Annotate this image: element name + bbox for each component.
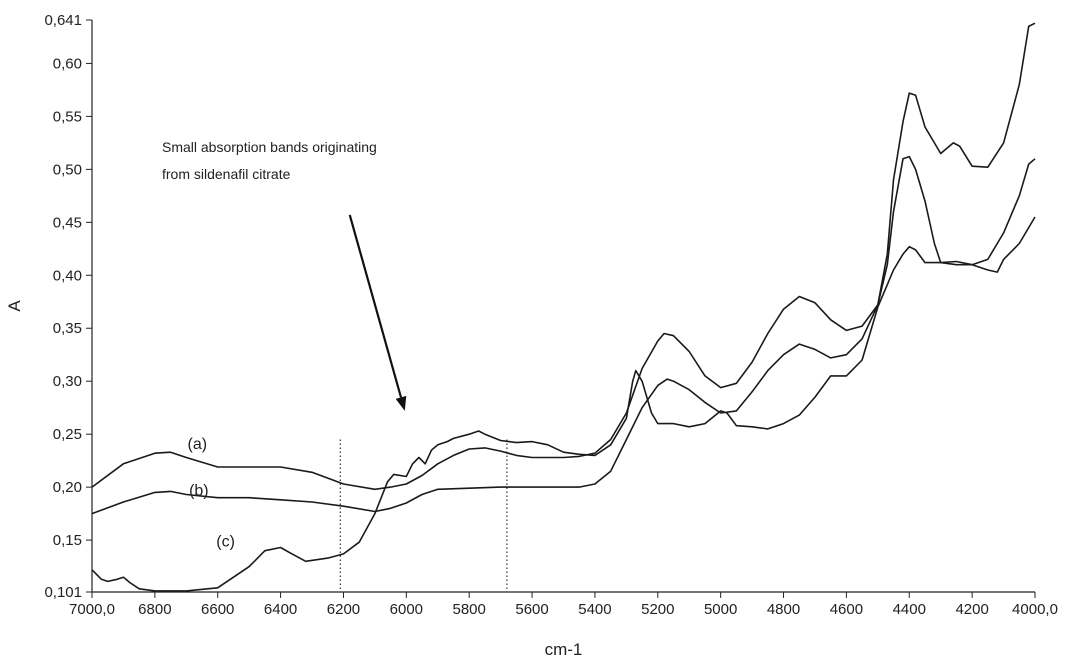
annotation-text-line: Small absorption bands originating [162,139,377,155]
annotation-arrow-shaft [348,214,403,398]
x-axis-title: cm-1 [545,640,583,659]
annotation-text-line: from sildenafil citrate [162,166,291,182]
x-tick-label: 5600 [515,601,548,618]
x-tick-label: 4800 [767,601,800,618]
x-tick-label: 4400 [893,601,926,618]
curve-label-c: (c) [216,533,235,550]
y-tick-label: 0,30 [53,373,82,390]
x-tick-label: 6200 [327,601,360,618]
x-tick-label: 4200 [955,601,988,618]
x-tick-label: 5400 [578,601,611,618]
curve-label-a: (a) [188,436,208,453]
x-tick-label: 5000 [704,601,737,618]
x-tick-label: 4000,0 [1012,601,1058,618]
curve-labels: (a) (b) (c) [188,436,235,550]
spectrum-series [91,22,1036,592]
annotation-arrow-head [395,395,407,411]
x-tick-label: 7000,0 [69,601,115,618]
x-tick-label: 6800 [138,601,171,618]
y-tick-label: 0,25 [53,426,82,443]
x-tick-label: 6400 [264,601,297,618]
x-tick-label: 5800 [453,601,486,618]
y-tick-label: 0,35 [53,320,82,337]
y-tick-label: 0,45 [53,214,82,231]
x-tick-label: 5200 [641,601,674,618]
y-tick-label: 0,40 [53,267,82,284]
y-tick-label: 0,55 [53,108,82,125]
series-line-c [91,216,1036,592]
y-tick-label: 0,101 [44,584,82,601]
y-tick-label: 0,15 [53,532,82,549]
y-axis-ticks: 0,101 0,15 0,20 0,25 0,30 0,35 0,40 0,45 0,50 0,5… [44,12,92,601]
curve-label-b: (b) [189,483,209,500]
series-line-a [91,22,1036,491]
y-axis-title: A [5,300,24,312]
x-tick-label: 6000 [390,601,423,618]
y-tick-label: 0,50 [53,161,82,178]
annotation: Small absorption bands originating from s… [162,139,407,411]
x-tick-label: 4600 [830,601,863,618]
series-line-b [91,155,1036,515]
x-tick-label: 6600 [201,601,234,618]
dotted-reference-lines [339,439,508,592]
y-tick-label: 0,20 [53,479,82,496]
x-axis-ticks: 7000,0 6800 6600 6400 6200 6000 5800 5600 5400 52… [69,592,1058,618]
y-tick-label: 0,641 [44,12,82,29]
y-tick-label: 0,60 [53,55,82,72]
